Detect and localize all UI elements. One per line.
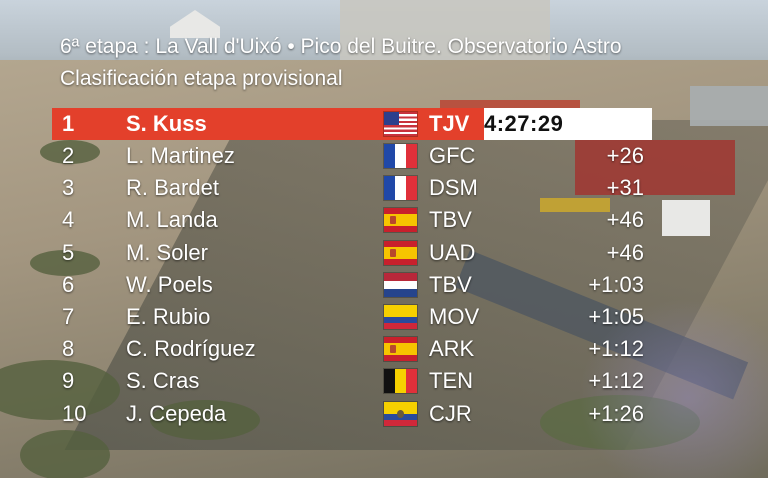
smoke — [578, 298, 768, 478]
time-gap: +31 — [606, 175, 644, 201]
team-code: GFC — [429, 143, 476, 168]
spain-flag-icon — [384, 337, 417, 362]
shrub — [0, 360, 120, 420]
france-flag-icon — [384, 144, 417, 168]
belgium-flag-icon — [384, 369, 417, 394]
colombia-flag-icon — [384, 304, 417, 329]
time-gap: +1:05 — [588, 303, 644, 329]
table-row: 3 R. Bardet DSM +31 — [52, 172, 652, 204]
position: 6 — [62, 271, 75, 297]
table-row: 5 M. Soler UAD +46 — [52, 237, 652, 269]
stage-header: 6ª etapa : La Vall d'Uixó • Pico del Bui… — [60, 32, 768, 94]
shrub — [40, 140, 100, 164]
team-code: CJR — [429, 400, 472, 426]
position: 1 — [62, 111, 75, 136]
rider-name: S. Kuss — [126, 111, 207, 136]
team-code: TBV — [429, 271, 472, 297]
table-row: 2 L. Martinez GFC +26 — [52, 140, 652, 172]
position: 3 — [62, 175, 75, 201]
team-code: ARK — [429, 336, 475, 362]
white-tent — [662, 200, 710, 236]
table-row: 9 S. Cras TEN +1:12 — [52, 365, 652, 397]
position: 7 — [62, 303, 75, 329]
shrub — [150, 400, 260, 440]
rider-name: R. Bardet — [126, 175, 219, 201]
table-row: 10 J. Cepeda CJR +1:26 — [52, 398, 652, 430]
time-gap: +46 — [606, 207, 644, 233]
barrier-yellow — [540, 198, 610, 212]
ecuador-flag-icon — [384, 401, 417, 426]
team-code: MOV — [429, 303, 480, 329]
time-gap: +1:12 — [588, 368, 644, 394]
time-gap: +1:03 — [588, 271, 644, 297]
rider-name: E. Rubio — [126, 303, 211, 329]
position: 8 — [62, 336, 75, 362]
time-gap: +46 — [606, 239, 644, 265]
rider-name: W. Poels — [126, 271, 213, 297]
team-code: TBV — [429, 207, 472, 233]
table-row: 7 E. Rubio MOV +1:05 — [52, 301, 652, 333]
rider-name: M. Soler — [126, 239, 208, 265]
classification-title: Clasificación etapa provisional — [60, 67, 343, 90]
position: 4 — [62, 207, 75, 233]
rider-name: L. Martinez — [126, 143, 235, 168]
rider-name: M. Landa — [126, 207, 218, 233]
finish-structure — [575, 140, 735, 195]
finish-time: 4:27:29 — [484, 111, 564, 136]
spain-flag-icon — [384, 208, 417, 233]
position: 5 — [62, 239, 75, 265]
netherlands-flag-icon — [384, 272, 417, 297]
results-table: 1 S. Kuss TJV 4:27:29 2 L. Martinez GFC … — [52, 108, 652, 430]
table-row: 4 M. Landa TBV +46 — [52, 204, 652, 236]
rider-name: J. Cepeda — [126, 400, 227, 426]
shrub — [540, 395, 700, 450]
team-code: UAD — [429, 239, 476, 265]
rider-name: C. Rodríguez — [126, 336, 256, 362]
team-code: DSM — [429, 175, 478, 201]
rider-name: S. Cras — [126, 368, 200, 394]
table-row: 8 C. Rodríguez ARK +1:12 — [52, 333, 652, 365]
shrub — [30, 250, 100, 276]
spain-flag-icon — [384, 240, 417, 265]
observatory-building — [340, 0, 550, 60]
position: 9 — [62, 368, 75, 394]
position: 10 — [62, 400, 87, 426]
stage-title: 6ª etapa : La Vall d'Uixó • Pico del Bui… — [60, 35, 622, 58]
team-code: TEN — [429, 368, 473, 394]
time-gap: +1:26 — [588, 400, 644, 426]
leader-time-box: 4:27:29 — [484, 108, 652, 140]
table-row: 6 W. Poels TBV +1:03 — [52, 269, 652, 301]
vehicles — [690, 86, 768, 126]
position: 2 — [62, 143, 75, 168]
france-flag-icon — [384, 176, 417, 201]
time-gap: +1:12 — [588, 336, 644, 362]
table-row-leader: 1 S. Kuss TJV 4:27:29 — [52, 108, 652, 140]
shrub — [20, 430, 110, 478]
time-gap: +26 — [606, 143, 644, 168]
team-code: TJV — [429, 111, 470, 136]
usa-flag-icon — [384, 112, 417, 136]
